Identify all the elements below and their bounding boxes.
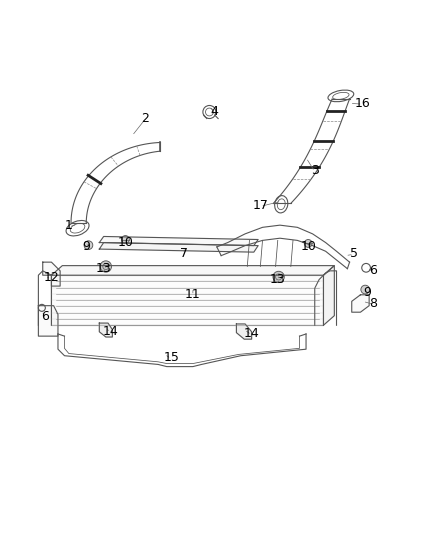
Circle shape <box>100 261 112 272</box>
Polygon shape <box>99 323 113 337</box>
Text: 13: 13 <box>96 262 112 275</box>
Text: 2: 2 <box>141 112 149 125</box>
Polygon shape <box>99 237 258 246</box>
Circle shape <box>273 271 284 282</box>
Polygon shape <box>323 265 334 325</box>
Text: 9: 9 <box>82 240 90 253</box>
Text: 7: 7 <box>180 247 188 260</box>
Text: 6: 6 <box>370 264 378 277</box>
Text: 14: 14 <box>102 325 118 338</box>
Text: 3: 3 <box>311 164 319 177</box>
Circle shape <box>304 239 312 247</box>
Text: 1: 1 <box>65 219 73 232</box>
Polygon shape <box>237 324 252 339</box>
Text: 6: 6 <box>41 310 49 323</box>
Polygon shape <box>43 262 60 286</box>
Text: 8: 8 <box>370 297 378 310</box>
Text: 9: 9 <box>363 286 371 299</box>
Circle shape <box>361 285 370 294</box>
Polygon shape <box>39 305 58 336</box>
Text: 5: 5 <box>350 247 358 260</box>
Text: 4: 4 <box>211 106 219 118</box>
Polygon shape <box>99 243 258 252</box>
Polygon shape <box>51 275 323 325</box>
Text: 15: 15 <box>163 351 179 365</box>
Text: 13: 13 <box>270 273 286 286</box>
Circle shape <box>121 236 129 244</box>
Text: 11: 11 <box>185 288 201 301</box>
Text: 12: 12 <box>43 271 59 284</box>
Circle shape <box>84 241 93 249</box>
Text: 10: 10 <box>117 236 133 249</box>
Polygon shape <box>51 265 334 275</box>
Text: 16: 16 <box>355 97 371 110</box>
Text: 17: 17 <box>252 199 268 212</box>
Polygon shape <box>352 295 369 312</box>
Text: 10: 10 <box>300 240 316 253</box>
Text: 14: 14 <box>244 327 260 341</box>
